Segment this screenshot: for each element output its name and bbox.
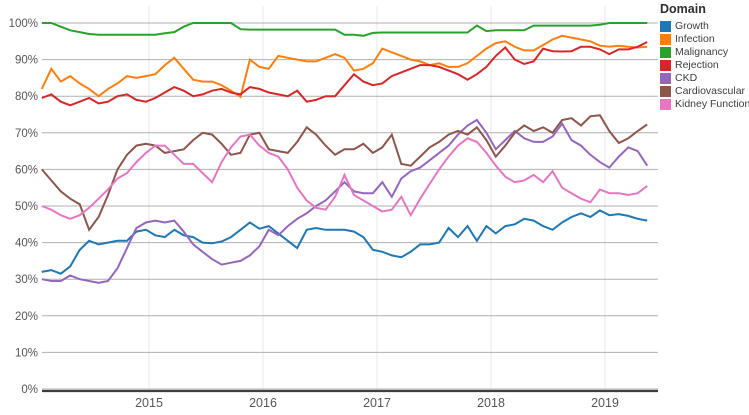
x-tick-label-2016: 2016 [249,396,277,410]
series-line-cardiovascular [41,114,648,232]
y-tick-label-80: 80% [15,91,38,103]
x-tick-label-2019: 2019 [591,396,619,410]
legend-label: Rejection [675,59,719,71]
legend-label: CKD [675,72,698,84]
x-tick-label-2017: 2017 [363,396,391,410]
legend-swatch-cardiovascular [660,86,671,97]
legend-swatch-infection [660,34,671,45]
series-line-ckd [41,118,649,284]
legend-label: Kidney Function [675,98,749,110]
legend-swatch-ckd [660,73,671,84]
y-tick-label-10: 10% [15,347,38,359]
y-tick-label-20: 20% [15,311,38,323]
y-tick-label-40: 40% [15,238,38,250]
legend-swatch-growth [660,21,671,32]
x-tick-label-2018: 2018 [477,396,505,410]
y-tick-label-50: 50% [15,201,38,213]
series-line-growth [41,209,648,275]
year-gridlines [148,6,606,389]
legend-label: Growth [675,20,709,32]
series-line-malignancy [41,22,648,37]
y-axis: 0% 10% 20% 30% 40% 50% 60% 70% 80% 90% 100% [9,18,658,396]
y-tick-label-90: 90% [15,55,38,67]
series-line-rejection [41,41,648,107]
legend: Domain Growth Infection Malignancy Rejectio… [660,2,749,111]
legend-item-growth: Growth [660,20,749,33]
x-axis: 2015 2016 2017 2018 2019 [135,396,619,410]
series-line-infection [40,34,648,99]
legend-label: Infection [675,33,715,45]
x-tick-label-2015: 2015 [135,396,163,410]
legend-item-malignancy: Malignancy [660,46,749,59]
y-tick-label-100: 100% [9,18,38,30]
y-tick-label-70: 70% [15,128,38,140]
legend-swatch-malignancy [660,47,671,58]
legend-item-infection: Infection [660,33,749,46]
legend-items: Growth Infection Malignancy Rejection CKD Car… [660,20,749,111]
y-tick-label-60: 60% [15,164,38,176]
legend-item-ckd: CKD [660,72,749,85]
legend-item-cardiovascular: Cardiovascular [660,85,749,98]
legend-label: Malignancy [675,46,729,58]
series-lines [40,22,649,284]
legend-swatch-rejection [660,60,671,71]
legend-item-rejection: Rejection [660,59,749,72]
y-tick-label-30: 30% [15,274,38,286]
legend-item-kidney-function: Kidney Function [660,98,749,111]
series-line-kidney-function [41,133,648,220]
legend-swatch-kidney-function [660,99,671,110]
legend-label: Cardiovascular [675,85,746,97]
y-tick-label-0: 0% [21,384,38,396]
legend-title: Domain [660,2,706,16]
